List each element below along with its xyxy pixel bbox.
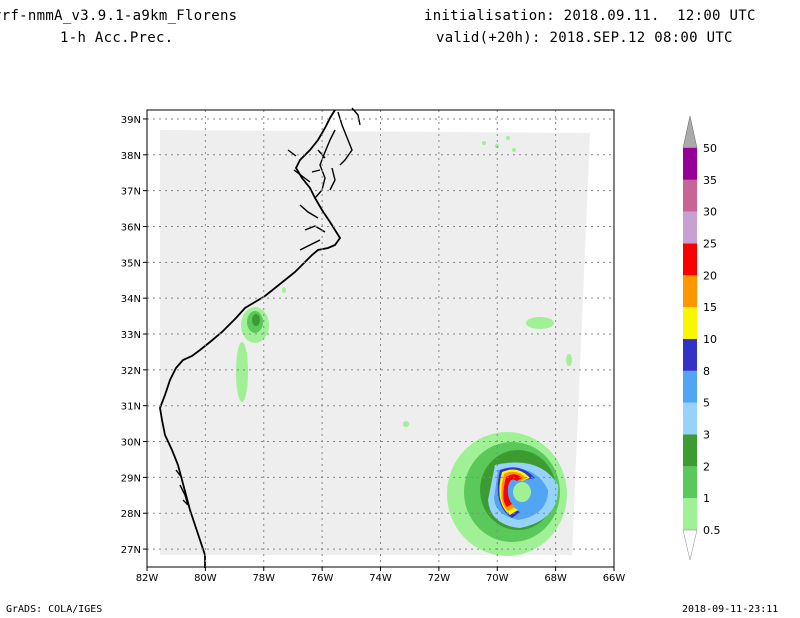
colorbar-label: 0.5	[703, 524, 721, 537]
lon-label: 78W	[252, 573, 275, 584]
lat-label: 31N	[121, 402, 141, 413]
footer-credit: GrADS: COLA/IGES	[6, 604, 103, 615]
colorbar-swatch	[683, 179, 697, 212]
colorbar-label: 3	[703, 429, 710, 442]
lat-label: 33N	[121, 330, 141, 341]
colorbar-swatch	[683, 211, 697, 244]
precip-spot-6	[512, 148, 516, 152]
lon-label: 74W	[369, 573, 392, 584]
lon-label: 82W	[136, 573, 159, 584]
lat-tick-labels: 27N 28N 29N 30N 31N 32N 33N 34N 35N 36N 37N 38N 39N	[121, 115, 147, 556]
precip-hurricane-eye	[513, 482, 531, 502]
colorbar-extend-bottom	[682, 529, 698, 561]
lon-label: 72W	[428, 573, 451, 584]
lat-label: 38N	[121, 151, 141, 162]
precip-band-south	[236, 342, 248, 402]
florida-inlet	[175, 469, 189, 506]
colorbar-swatch	[683, 307, 697, 339]
lon-label: 68W	[544, 573, 567, 584]
lat-label: 27N	[121, 545, 141, 556]
colorbar-swatch	[683, 434, 697, 467]
colorbar-swatch	[683, 466, 697, 499]
colorbar-label: 35	[703, 174, 717, 187]
colorbar-swatch	[683, 243, 697, 276]
colorbar-label: 25	[703, 238, 717, 251]
colorbar-swatch	[683, 498, 697, 530]
precip-coastal-cell-peak	[252, 314, 260, 326]
colorbar-swatch	[683, 402, 697, 435]
lon-tick-labels: 82W 80W 78W 76W 74W 72W 70W 68W 66W	[136, 567, 626, 584]
colorbar-label: 1	[703, 492, 710, 505]
variable-title: 1-h Acc.Prec.	[60, 30, 174, 46]
lon-label: 66W	[603, 573, 626, 584]
colorbar-label: 2	[703, 460, 710, 473]
colorbar-extend-top	[682, 115, 698, 149]
colorbar-label: 5	[703, 397, 710, 410]
colorbar-swatch	[683, 275, 697, 308]
lat-label: 35N	[121, 258, 141, 269]
coastline	[159, 109, 342, 568]
lon-label: 70W	[486, 573, 509, 584]
lat-label: 39N	[121, 115, 141, 126]
colorbar-label: 30	[703, 206, 717, 219]
colorbar-label: 8	[703, 365, 710, 378]
precip-east-patch	[526, 317, 554, 329]
precip-spot-1	[403, 421, 409, 427]
lat-label: 34N	[121, 294, 141, 305]
lat-label: 29N	[121, 473, 141, 484]
precip-hurricane-core4	[503, 474, 522, 507]
precip-spot-3	[506, 136, 510, 140]
lon-label: 80W	[194, 573, 217, 584]
initialisation-time: initialisation: 2018.09.11. 12:00 UTC	[424, 8, 756, 24]
colorbar-label: 50	[703, 142, 717, 155]
lat-label: 28N	[121, 509, 141, 520]
model-title: vrf-nmmA_v3.9.1-a9km_Florens	[0, 8, 238, 24]
colorbar-swatch	[683, 148, 697, 180]
precip-spot-5	[482, 141, 486, 145]
valid-time: valid(+20h): 2018.SEP.12 08:00 UTC	[436, 30, 733, 46]
lat-label: 37N	[121, 187, 141, 198]
colorbar-label: 20	[703, 269, 717, 282]
map-grid	[147, 110, 614, 567]
lon-label: 76W	[311, 573, 334, 584]
lat-label: 36N	[121, 222, 141, 233]
colorbar-swatch	[683, 339, 697, 371]
colorbar-swatch	[683, 370, 697, 403]
colorbar-label: 10	[703, 333, 717, 346]
footer-timestamp: 2018-09-11-23:11	[682, 604, 779, 615]
lat-label: 32N	[121, 366, 141, 377]
lat-label: 30N	[121, 438, 141, 449]
precip-spot-2	[282, 287, 286, 293]
precip-east-small	[566, 354, 572, 366]
colorbar-label: 15	[703, 301, 717, 314]
precip-features	[236, 136, 572, 556]
